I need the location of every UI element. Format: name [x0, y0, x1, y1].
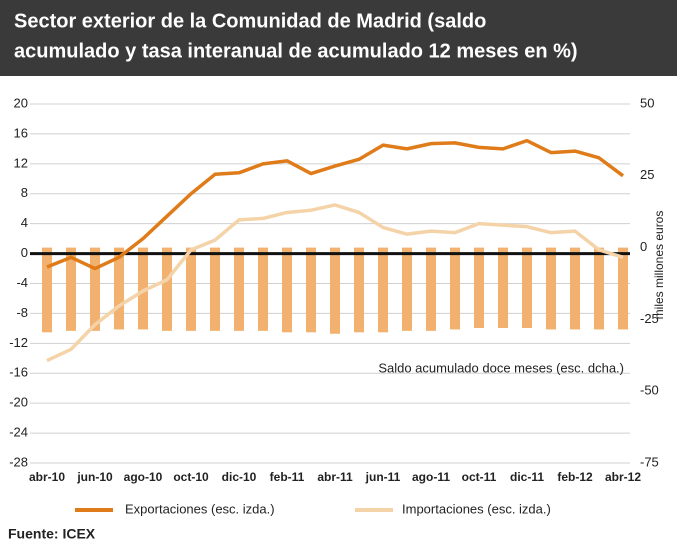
y2-tick-label: -75 — [640, 454, 659, 469]
bar — [42, 247, 52, 333]
y2-tick-label: -25 — [640, 311, 659, 326]
x-tick-label: oct-10 — [173, 470, 209, 484]
bar — [546, 247, 556, 330]
bar — [474, 247, 484, 329]
x-tick-label: jun-11 — [365, 470, 401, 484]
bar — [498, 247, 508, 329]
bar — [618, 247, 628, 330]
y-tick-label: -16 — [9, 365, 28, 380]
y-tick-label: -28 — [9, 454, 28, 469]
y-tick-label: 12 — [14, 155, 28, 170]
bar — [426, 247, 436, 331]
bar — [90, 247, 100, 331]
bar — [402, 247, 412, 331]
x-tick-label: oct-11 — [462, 470, 497, 484]
bar — [330, 247, 340, 334]
bar — [210, 247, 220, 331]
y-tick-label: 16 — [14, 125, 28, 140]
bar — [450, 247, 460, 330]
y2-tick-label: 50 — [640, 95, 654, 110]
y-tick-label: 20 — [14, 95, 28, 110]
legend-label: Importaciones (esc. izda.) — [402, 501, 551, 516]
y-tick-label: 8 — [21, 185, 28, 200]
y-tick-label: 4 — [21, 215, 28, 230]
x-tick-label: abr-12 — [605, 470, 641, 484]
y-tick-label: -20 — [9, 395, 28, 410]
y-tick-label: -24 — [9, 425, 28, 440]
series-annotation: Saldo acumulado doce meses (esc. dcha.) — [378, 360, 624, 375]
x-tick-label: ago-11 — [412, 470, 450, 484]
x-tick-label: feb-12 — [557, 470, 593, 484]
line — [46, 138, 625, 271]
y2-tick-label: 25 — [640, 167, 654, 182]
bar — [282, 247, 292, 333]
y2-tick-label: 0 — [640, 239, 647, 254]
x-tick-label: ago-10 — [124, 470, 163, 484]
bar — [162, 247, 172, 331]
bar — [234, 247, 244, 331]
chart-title: Sector exterior de la Comunidad de Madri… — [14, 10, 486, 32]
x-tick-label: dic-11 — [510, 470, 544, 484]
x-tick-label: jun-10 — [76, 470, 113, 484]
bar — [306, 247, 316, 333]
x-tick-label: feb-11 — [270, 470, 305, 484]
x-tick-label: abr-11 — [317, 470, 353, 484]
source: Fuente: ICEX — [8, 526, 96, 542]
y-tick-label: 0 — [21, 245, 28, 260]
bar — [354, 247, 364, 333]
bar — [570, 247, 580, 330]
bar — [66, 247, 76, 331]
chart-title: acumulado y tasa interanual de acumulado… — [14, 40, 578, 62]
y-tick-label: -12 — [9, 335, 28, 350]
line — [46, 203, 624, 363]
bar — [378, 247, 388, 333]
bar — [594, 247, 604, 330]
bar — [114, 247, 124, 330]
bar — [522, 247, 532, 329]
bar — [186, 247, 196, 331]
x-tick-label: dic-10 — [222, 470, 257, 484]
y2-axis-label: miles millones euros — [652, 211, 666, 320]
title-box — [0, 0, 677, 76]
y2-tick-label: -50 — [640, 383, 659, 398]
bar — [258, 247, 268, 331]
x-tick-label: abr-10 — [29, 470, 65, 484]
y-tick-label: -4 — [16, 275, 28, 290]
legend-label: Exportaciones (esc. izda.) — [125, 501, 275, 516]
bar — [138, 247, 148, 330]
y-tick-label: -8 — [16, 305, 28, 320]
